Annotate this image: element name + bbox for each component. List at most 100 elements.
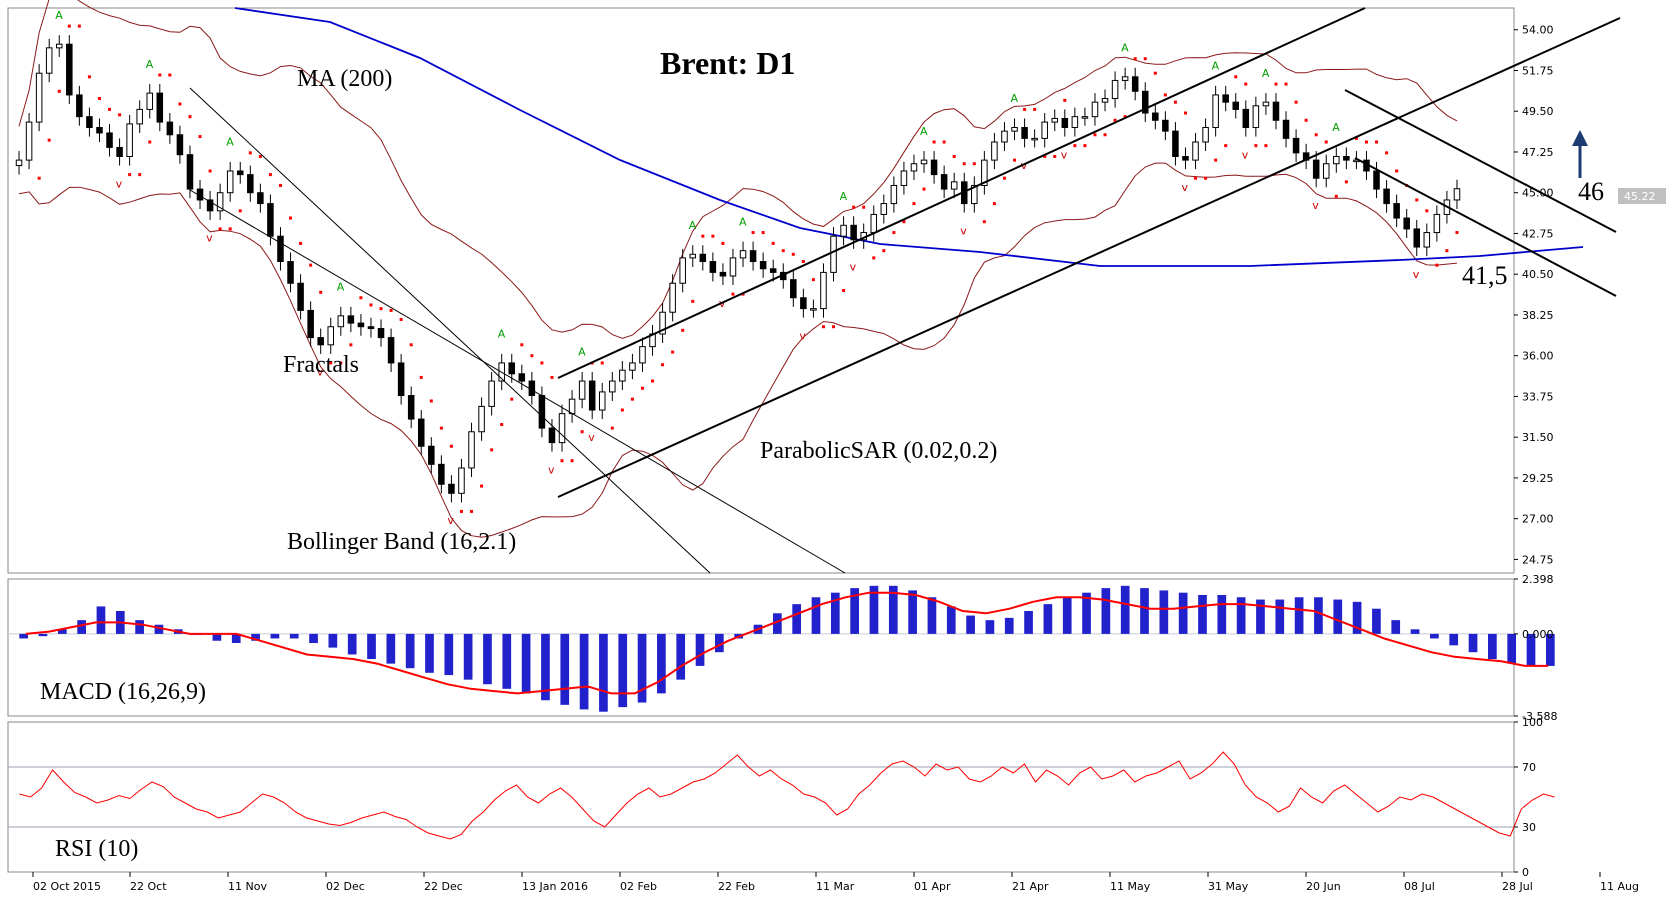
ma-200-line xyxy=(234,7,1584,267)
fractal-up-marker: A xyxy=(578,346,586,359)
psar-dot xyxy=(942,140,946,144)
macd-bar xyxy=(1468,633,1478,653)
candle-body xyxy=(76,94,83,118)
fractal-up-marker: A xyxy=(1212,60,1220,73)
candle-body xyxy=(890,184,898,205)
psar-dot xyxy=(1354,136,1358,140)
candle-body xyxy=(1333,155,1340,165)
candle-body xyxy=(397,362,405,397)
candle-body xyxy=(1192,141,1199,161)
psar-dot xyxy=(188,115,192,119)
fractals-label: Fractals xyxy=(283,352,359,378)
psar-dot xyxy=(932,140,936,144)
chart-title: Brent: D1 xyxy=(660,45,795,81)
psar-dot xyxy=(299,241,303,245)
desc-channel-lower-line xyxy=(189,189,846,574)
fractal-up-marker: A xyxy=(840,190,848,203)
psar-dot xyxy=(470,509,474,513)
candle-body xyxy=(1222,94,1229,103)
candle-body xyxy=(136,108,143,125)
candle-body xyxy=(458,467,465,494)
macd-bar xyxy=(850,588,859,634)
candle-body xyxy=(1272,101,1280,121)
psar-dot xyxy=(902,220,906,224)
macd-bar xyxy=(1120,585,1130,634)
candle-body xyxy=(820,271,827,310)
macd-bar xyxy=(231,633,241,644)
macd-bar xyxy=(985,620,995,634)
candle-body xyxy=(800,297,807,310)
psar-dot xyxy=(1103,133,1107,137)
candle-body xyxy=(176,134,184,156)
macd-signal-line xyxy=(25,591,1549,695)
psar-dot xyxy=(1334,194,1338,198)
rsi-line xyxy=(19,751,1555,840)
candle-body xyxy=(35,72,43,123)
psar-dot xyxy=(128,173,132,177)
candle-body xyxy=(1011,127,1018,132)
macd-bar xyxy=(715,633,724,653)
psar-dot xyxy=(389,308,393,312)
candle-body xyxy=(1041,121,1048,139)
fractal-up-marker: A xyxy=(689,219,697,232)
psar-dot xyxy=(952,154,956,158)
x-tick-label: 11 Mar xyxy=(816,880,855,893)
psar-dot xyxy=(1163,93,1167,97)
candle-body xyxy=(880,203,888,215)
price-y-tick-label: 45.00 xyxy=(1522,187,1554,200)
x-tick-label: 22 Feb xyxy=(718,880,755,893)
fractal-down-marker: v xyxy=(206,232,213,245)
psar-dot xyxy=(339,361,343,365)
x-tick-label: 02 Oct 2015 xyxy=(33,880,101,893)
candle-body xyxy=(146,92,154,110)
candle-body xyxy=(709,261,717,273)
candle-body xyxy=(1152,112,1159,121)
psar-dot xyxy=(731,292,735,296)
macd-bar xyxy=(309,633,318,644)
fractal-up-marker: A xyxy=(498,328,506,341)
candle-body xyxy=(1292,137,1300,154)
macd-bar xyxy=(1043,604,1053,634)
macd-y-tick-label: 0.000 xyxy=(1522,628,1554,641)
macd-bar xyxy=(347,633,357,655)
psar-dot xyxy=(1063,98,1067,102)
asc-channel-lower-line xyxy=(557,17,1621,498)
psar-dot xyxy=(289,216,293,220)
candle-body xyxy=(1282,119,1290,139)
psar-dot xyxy=(449,444,453,448)
psar-dot xyxy=(872,256,876,260)
psar-dot xyxy=(882,249,886,253)
candle-body xyxy=(568,398,576,415)
candle-body xyxy=(930,159,938,176)
psar-dot xyxy=(500,423,504,427)
candle-body xyxy=(1051,117,1059,123)
psar-dot xyxy=(1143,57,1147,61)
candle-body xyxy=(981,159,988,186)
macd-bar xyxy=(772,613,782,634)
psar-dot xyxy=(832,325,836,329)
ma-label: MA (200) xyxy=(297,66,392,92)
candle-body xyxy=(407,395,415,420)
macd-bar xyxy=(77,620,86,634)
candle-body xyxy=(518,373,526,382)
psar-dot xyxy=(852,205,856,209)
candle-body xyxy=(1121,76,1129,81)
psar-dot xyxy=(1224,144,1228,148)
macd-bar xyxy=(676,633,686,680)
candle-body xyxy=(1111,79,1119,100)
macd-y-tick-label: -3.588 xyxy=(1522,710,1557,723)
candle-body xyxy=(810,308,817,311)
macd-bar xyxy=(1275,599,1285,634)
psar-dot xyxy=(711,234,715,238)
psar-dot xyxy=(148,140,152,144)
fractal-up-marker: A xyxy=(226,136,234,149)
macd-bar xyxy=(579,633,589,710)
candle-body xyxy=(1172,130,1179,157)
current-price-box: 45.22 xyxy=(1618,188,1666,204)
psar-dot xyxy=(1073,144,1077,148)
macd-bar xyxy=(289,633,299,639)
bollinger-lower-line xyxy=(18,162,1458,538)
macd-bar xyxy=(1101,588,1111,634)
psar-dot xyxy=(1294,100,1298,104)
psar-dot xyxy=(490,448,494,452)
